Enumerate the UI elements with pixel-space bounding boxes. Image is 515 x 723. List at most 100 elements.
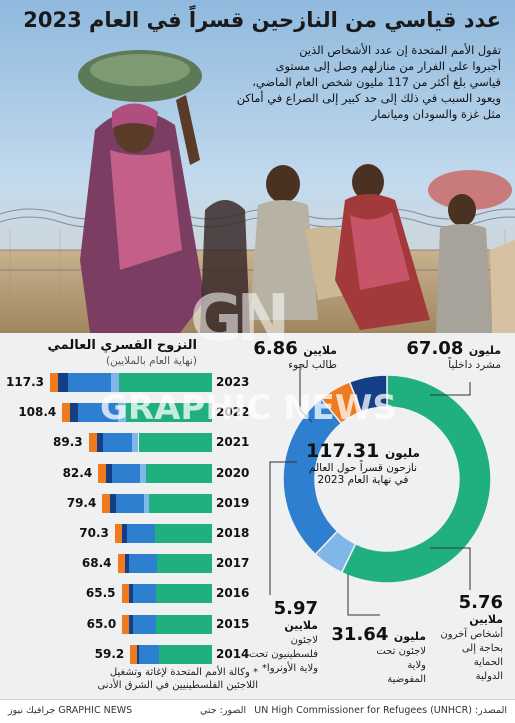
- bar-segment-idp-2015: [155, 614, 212, 634]
- intro-line: تقول الأمم المتحدة إن عدد الأشخاص الذين: [299, 43, 501, 57]
- bar-segment-unhcr-2020: [111, 463, 141, 483]
- callout-other-value: 5.76: [458, 592, 503, 613]
- bar-segment-unrwa-2019: [102, 493, 110, 513]
- bar-year-label: 2023: [216, 375, 250, 389]
- donut-center-line1: نازحون قسراً حول العالم: [308, 462, 418, 474]
- bar-chart-subtitle: (نهاية العام بالملايين): [105, 355, 197, 367]
- callout-other-unit: ملايين: [469, 613, 503, 626]
- bar-segment-other-2020: [140, 463, 146, 483]
- bar-total-label: 59.2: [94, 646, 125, 661]
- bar-segment-asylum-2018: [121, 524, 127, 543]
- footer-source: المصدر: UN High Commissioner for Refugee…: [254, 705, 507, 716]
- bar-total-label: 70.3: [79, 526, 109, 540]
- header-photo: [0, 0, 515, 333]
- callout-other-line: الدولية: [475, 671, 503, 682]
- bar-year-label: 2017: [216, 556, 250, 571]
- bar-segment-asylum-2017: [124, 554, 130, 574]
- callout-unrwa: 5.97 ملايين لاجئون فلسطينيون تحت ولاية ا…: [248, 598, 318, 676]
- bar-segment-unhcr-2016: [132, 584, 157, 604]
- bar-2022: [62, 403, 212, 423]
- bar-total-label: 79.4: [66, 495, 97, 510]
- bar-total-label: 65.0: [86, 616, 117, 631]
- bar-segment-asylum-2015: [128, 614, 134, 634]
- bar-2020: [98, 463, 212, 483]
- bar-year-label: 2014: [216, 646, 250, 661]
- bar-segment-unrwa-2021: [88, 433, 97, 453]
- callout-asylum-value: 6.86: [253, 338, 298, 359]
- bar-segment-unhcr-2023: [67, 373, 112, 392]
- callout-unrwa-line: ولاية الأونروا*: [261, 663, 318, 674]
- callout-other-line: الحماية: [473, 657, 503, 668]
- bar-year-label: 2016: [216, 586, 250, 601]
- bar-segment-idp-2018: [154, 524, 212, 543]
- callout-other-line: بحاجة إلى: [461, 643, 503, 654]
- callout-unrwa-unit: ملايين: [284, 619, 318, 632]
- callout-unrwa-line: لاجئون: [290, 635, 318, 646]
- intro-text: تقول الأمم المتحدة إن عدد الأشخاص الذين …: [236, 42, 501, 122]
- bar-segment-other-2022: [118, 403, 126, 423]
- bar-segment-asylum-2016: [128, 584, 133, 604]
- bar-segment-unhcr-2017: [129, 554, 157, 574]
- bar-segment-unhcr-2014: [139, 644, 160, 664]
- bar-total-label: 65.5: [85, 586, 116, 601]
- bar-year-label: 2015: [216, 616, 250, 631]
- bar-segment-asylum-2020: [106, 463, 112, 483]
- bar-2016: [121, 584, 212, 604]
- callout-idp-label: مشرد داخلياً: [448, 359, 501, 371]
- footnote-line: اللاجئين الفلسطينيين في الشرق الأدنى: [97, 680, 258, 691]
- callout-asylum-unit: ملايين: [303, 344, 337, 357]
- bar-segment-unrwa-2016: [121, 584, 129, 604]
- callout-unhcr-line: المفوضية: [387, 674, 426, 685]
- callout-idp: مليون 67.08 مشرد داخلياً: [406, 338, 501, 371]
- intro-line: ويعود السبب في ذلك إلى حد كبير إلى الصرا…: [236, 91, 501, 105]
- bar-segment-unrwa-2014: [130, 644, 137, 664]
- bar-segment-asylum-2019: [109, 493, 116, 513]
- bar-year-label: 2021: [216, 435, 250, 450]
- bar-2019: [102, 493, 212, 513]
- intro-line: مثل غزة والسودان وميانمار: [371, 107, 501, 121]
- bar-segment-other-2023: [111, 373, 120, 392]
- bar-year-label: 2019: [216, 495, 250, 510]
- donut-chart: [282, 374, 492, 584]
- footer: جرافيك نيوز GRAPHIC NEWS الصور: جتي المص…: [0, 699, 515, 723]
- callout-other: 5.76 ملايين أشخاص آخرون بحاجة إلى الحماي…: [439, 592, 503, 684]
- bar-year-label: 2022: [216, 405, 250, 420]
- donut-center-value: 117.31: [306, 440, 380, 462]
- callout-unhcr: مليون 31.64 لاجئون تحت ولاية المفوضية: [331, 624, 426, 687]
- bar-segment-unhcr-2015: [133, 614, 156, 634]
- bar-segment-other-2021: [132, 433, 139, 453]
- callout-other-line: أشخاص آخرون: [440, 629, 503, 640]
- bar-2023: [50, 373, 212, 392]
- bar-2017: [117, 554, 212, 574]
- bar-segment-unrwa-2015: [122, 614, 129, 634]
- donut-center-label: مليون 117.31 نازحون قسراً حول العالم في …: [288, 440, 438, 486]
- bar-year-label: 2018: [216, 526, 250, 540]
- bar-segment-asylum-2021: [96, 433, 103, 453]
- page-title: عدد قياسي من النازحين قسراً في العام 202…: [23, 8, 501, 32]
- bar-segment-idp-2019: [148, 493, 212, 513]
- intro-line: قياسي بلغ أكثر من 117 مليون شخص العام ال…: [252, 75, 501, 89]
- bar-segment-unrwa-2017: [117, 554, 125, 574]
- callout-idp-value: 67.08: [406, 338, 464, 359]
- bar-total-label: 89.3: [53, 435, 83, 450]
- callout-asylum-label: طالب لجوء: [288, 359, 337, 371]
- bar-segment-unhcr-2018: [126, 524, 155, 543]
- bar-chart-title: النزوح القسري العالمي: [47, 338, 197, 353]
- footnote-line: * وكالة الأمم المتحدة لإغاثة وتشغيل: [109, 667, 258, 678]
- callout-unrwa-line: فلسطينيون تحت: [248, 649, 318, 660]
- callout-unhcr-line: ولاية: [407, 660, 426, 671]
- donut-center-line2: في نهاية العام 2023: [317, 474, 409, 486]
- bar-segment-unhcr-2022: [77, 403, 119, 423]
- bar-2015: [122, 614, 212, 634]
- footnote: * وكالة الأمم المتحدة لإغاثة وتشغيل اللا…: [8, 666, 258, 692]
- bar-segment-unhcr-2019: [115, 493, 144, 513]
- footer-brand: جرافيك نيوز GRAPHIC NEWS: [8, 705, 133, 716]
- bar-year-label: 2020: [216, 465, 250, 480]
- bar-total-label: 82.4: [62, 465, 93, 480]
- bar-segment-unrwa-2020: [98, 463, 107, 483]
- bar-segment-unrwa-2018: [114, 524, 122, 543]
- bar-segment-idp-2023: [119, 373, 212, 392]
- bar-segment-other-2019: [143, 493, 149, 513]
- bar-segment-idp-2016: [156, 584, 212, 604]
- donut-hole: [316, 408, 458, 550]
